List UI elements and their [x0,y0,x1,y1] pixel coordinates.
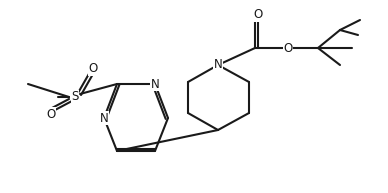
Text: N: N [100,112,108,124]
Text: O: O [88,63,98,75]
Text: O: O [253,8,263,21]
Text: N: N [151,78,159,91]
Text: N: N [214,58,222,71]
Text: S: S [71,91,79,103]
Text: O: O [47,108,55,120]
Text: O: O [283,41,293,54]
